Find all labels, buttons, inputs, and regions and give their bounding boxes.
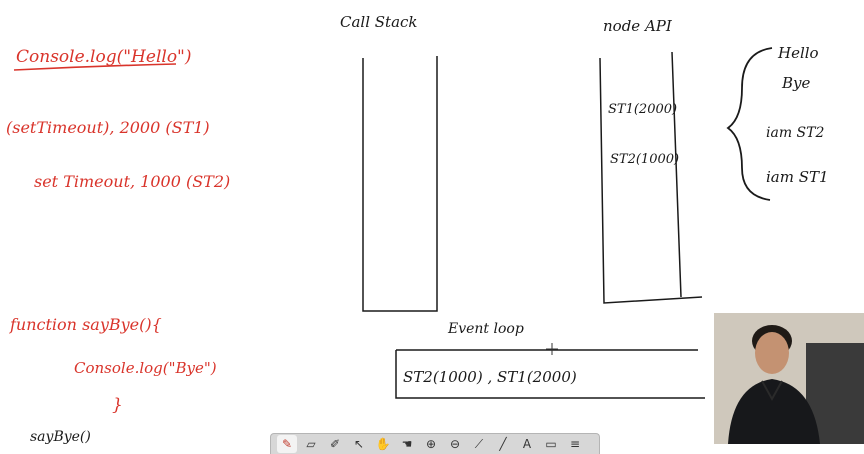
node-api-item-st1: ST1(2000)	[608, 102, 677, 117]
zoom-out-icon[interactable]: ⊖	[449, 437, 461, 451]
node-api-box	[599, 51, 703, 304]
underline-stroke	[13, 63, 177, 71]
event-loop-queue-text: ST2(1000) , ST1(2000)	[403, 368, 577, 386]
node-api-item-st2: ST2(1000)	[610, 152, 679, 167]
code-settimeout-st2: set Timeout, 1000 (ST2)	[34, 172, 230, 191]
eraser-icon[interactable]: ▱	[306, 437, 316, 451]
hand-pan-icon[interactable]: ☚	[401, 437, 413, 451]
presenter-body	[728, 379, 820, 444]
output-iam-st1: iam ST1	[766, 168, 829, 186]
image-icon[interactable]: ▭	[545, 437, 557, 451]
highlighter-icon[interactable]: ✐	[329, 437, 341, 451]
curly-brace	[726, 47, 773, 201]
annotation-toolbar: ✎ ▱ ✐ ↖ ✋ ☚ ⊕ ⊖ ⟋ ╱ A ▭ ≡	[270, 433, 600, 454]
presenter-webcam	[714, 313, 864, 444]
call-stack-box	[362, 56, 438, 312]
presenter-collar	[761, 380, 783, 402]
brush-icon[interactable]: ⟋	[474, 436, 484, 451]
output-iam-st2: iam ST2	[766, 125, 824, 141]
menu-icon[interactable]: ≡	[569, 437, 581, 451]
output-hello: Hello	[777, 44, 819, 62]
call-stack-label: Call Stack	[340, 13, 418, 31]
text-tool-icon[interactable]: A	[522, 437, 532, 451]
hand-icon[interactable]: ✋	[375, 437, 391, 451]
event-loop-queue-box	[395, 349, 705, 399]
zoom-in-icon[interactable]: ⊕	[425, 437, 437, 451]
code-closing-brace: }	[112, 395, 123, 415]
pointer-icon[interactable]: ↖	[353, 437, 365, 451]
line-icon[interactable]: ╱	[499, 437, 507, 451]
output-bye: Bye	[781, 74, 810, 92]
code-console-log-hello: Console.log("Hello")	[16, 47, 192, 67]
code-settimeout-st1: (setTimeout), 2000 (ST1)	[6, 118, 210, 137]
code-console-log-bye: Console.log("Bye")	[74, 359, 217, 377]
pen-icon[interactable]: ✎	[277, 435, 297, 453]
crosshair-cursor-icon	[546, 343, 558, 355]
code-saybye-call: sayBye()	[30, 429, 91, 445]
node-api-label: node API	[603, 17, 673, 35]
event-loop-label: Event loop	[447, 321, 524, 337]
presenter-face	[755, 332, 789, 374]
code-function-saybye: function sayBye(){	[9, 315, 162, 334]
